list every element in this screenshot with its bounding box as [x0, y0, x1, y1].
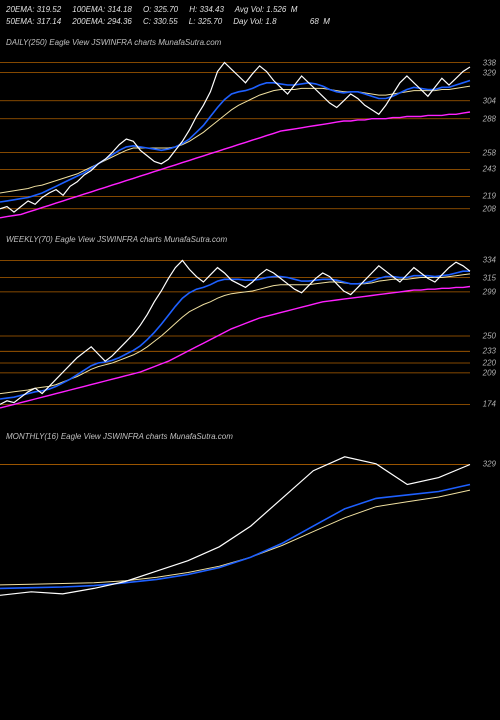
header-line-2: 50EMA: 317.14 200EMA: 294.36 C: 330.55 L…	[6, 16, 494, 28]
y-axis-label: 288	[483, 114, 496, 123]
y-axis-label: 329	[483, 460, 496, 469]
y-axis-label: 250	[483, 332, 496, 341]
y-axis-label: 233	[483, 347, 496, 356]
panels-container: DAILY(250) Eagle View JSWINFRA charts Mu…	[0, 32, 500, 623]
series-ema20	[0, 81, 470, 203]
panel-title: DAILY(250) Eagle View JSWINFRA charts Mu…	[0, 32, 500, 49]
y-axis-label: 258	[483, 148, 496, 157]
y-axis-label: 208	[483, 204, 496, 213]
y-axis-label: 299	[483, 287, 496, 296]
series-price	[0, 63, 470, 213]
y-axis-label: 329	[483, 68, 496, 77]
chart-svg	[0, 246, 500, 426]
y-axis-label: 219	[483, 192, 496, 201]
series-price	[0, 260, 470, 404]
chart-area: 334 315 299 250 233 220209 174	[0, 246, 500, 426]
panel-1: WEEKLY(70) Eagle View JSWINFRA charts Mu…	[0, 229, 500, 426]
y-axis-label: 220	[483, 359, 496, 368]
y-axis-label: 243	[483, 165, 496, 174]
panel-title: WEEKLY(70) Eagle View JSWINFRA charts Mu…	[0, 229, 500, 246]
y-axis-label: 315	[483, 273, 496, 282]
stats-header: 20EMA: 319.52 100EMA: 314.18 O: 325.70 H…	[0, 0, 500, 32]
chart-area: 338329 304 288 258 243 219 208	[0, 49, 500, 229]
y-axis-label: 334	[483, 256, 496, 265]
header-line-1: 20EMA: 319.52 100EMA: 314.18 O: 325.70 H…	[6, 4, 494, 16]
panel-2: MONTHLY(16) Eagle View JSWINFRA charts M…	[0, 426, 500, 623]
series-ema200	[0, 287, 470, 409]
series-ema20	[0, 271, 470, 399]
panel-title: MONTHLY(16) Eagle View JSWINFRA charts M…	[0, 426, 500, 443]
chart-svg	[0, 443, 500, 623]
series-ema50	[0, 490, 470, 585]
y-axis-label: 174	[483, 400, 496, 409]
chart-area: 329	[0, 443, 500, 623]
series-price	[0, 457, 470, 596]
series-ema200	[0, 112, 470, 218]
series-ema50	[0, 86, 470, 193]
y-axis-label: 209	[483, 368, 496, 377]
panel-0: DAILY(250) Eagle View JSWINFRA charts Mu…	[0, 32, 500, 229]
y-axis-label: 304	[483, 96, 496, 105]
y-axis-label: 338	[483, 58, 496, 67]
chart-svg	[0, 49, 500, 229]
